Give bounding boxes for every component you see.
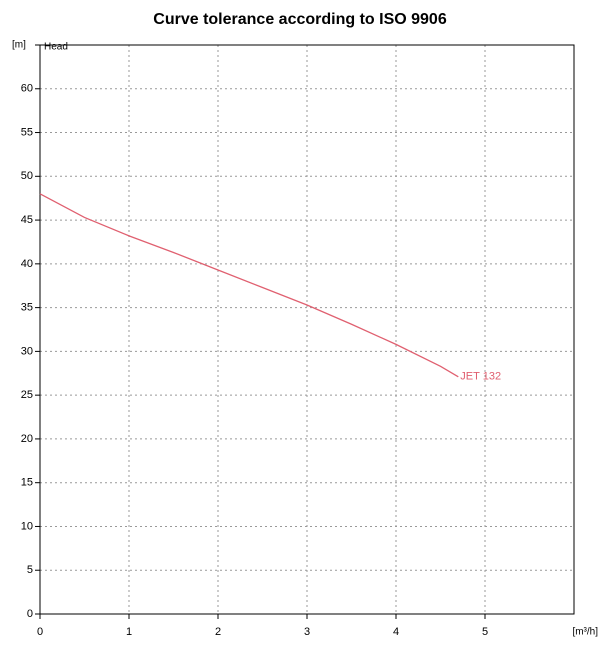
- plot-frame: [39, 44, 575, 615]
- x-tick-label: 5: [482, 626, 488, 638]
- y-tick-label: 25: [21, 389, 33, 401]
- y-tick-label: 15: [21, 477, 33, 489]
- chart-title: Curve tolerance according to ISO 9906: [153, 11, 447, 28]
- y-tick-label: 40: [21, 258, 33, 270]
- x-unit: [m³/h]: [572, 627, 598, 638]
- x-tick-label: 1: [126, 626, 132, 638]
- y-tick-label: 35: [21, 302, 33, 314]
- x-tick-label: 0: [37, 626, 43, 638]
- y-tick-label: 30: [21, 345, 33, 357]
- y-tick-label: 20: [21, 433, 33, 445]
- series-label: JET 132: [460, 371, 501, 383]
- y-unit: [m]: [12, 40, 26, 51]
- y-tick-label: 5: [27, 564, 33, 576]
- x-tick-label: 3: [304, 626, 310, 638]
- y-tick-label: 10: [21, 520, 33, 532]
- y-label: Head: [44, 42, 68, 53]
- y-tick-label: 60: [21, 83, 33, 95]
- y-tick-label: 0: [27, 608, 33, 620]
- series-line: [39, 193, 459, 378]
- x-tick-label: 4: [393, 626, 399, 638]
- y-tick-label: 55: [21, 126, 33, 138]
- y-tick-label: 45: [21, 214, 33, 226]
- x-tick-label: 2: [215, 626, 221, 638]
- y-tick-label: 50: [21, 170, 33, 182]
